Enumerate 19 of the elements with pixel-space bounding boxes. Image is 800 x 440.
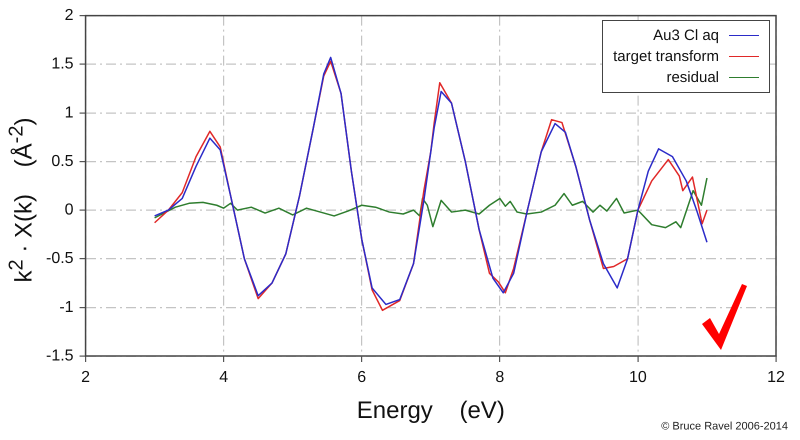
x-tick-label: 10 — [629, 369, 647, 386]
text: © Bruce Ravel 2006-2014 — [661, 420, 788, 433]
legend-label: target transform — [613, 47, 719, 67]
y-tick-label: -1 — [59, 298, 74, 316]
x-tick-label: 12 — [767, 369, 785, 386]
x-axis-title: Energy (eV) — [356, 397, 505, 424]
x-tick-label: 4 — [219, 369, 228, 386]
y-tick-label: 1.5 — [51, 56, 74, 73]
y-tick-label: -0.5 — [46, 250, 74, 268]
x-tick-label: 2 — [81, 369, 90, 386]
x-tick-label: 6 — [357, 369, 366, 386]
y-tick-label: 1 — [64, 104, 74, 122]
y-tick-label: 0 — [64, 202, 74, 219]
y-tick-label: -1.5 — [46, 347, 74, 364]
x-tick-label: 8 — [495, 369, 504, 386]
y-tick-label: 2 — [64, 7, 74, 24]
y-tick-label: 0.5 — [51, 152, 74, 170]
legend-label: Au3 Cl aq — [653, 26, 719, 46]
legend-label: residual — [666, 68, 719, 88]
